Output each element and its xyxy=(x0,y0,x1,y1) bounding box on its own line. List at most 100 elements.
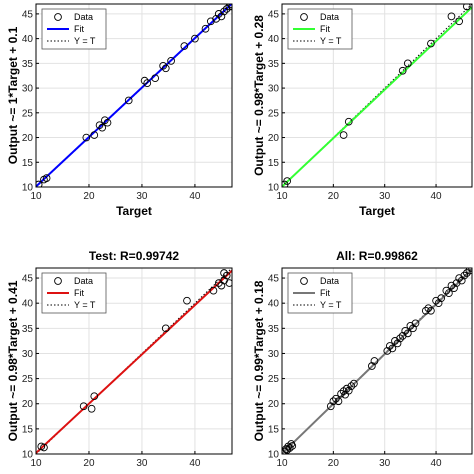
y-tick-label: 35 xyxy=(22,324,34,335)
data-point xyxy=(370,357,379,365)
data-point xyxy=(409,324,417,333)
data-point xyxy=(95,121,104,130)
data-point xyxy=(398,332,407,340)
data-point xyxy=(90,131,99,139)
y-tick-label: 45 xyxy=(22,274,34,285)
y-tick-label: 30 xyxy=(268,84,280,95)
y-tick-label: 45 xyxy=(22,9,34,20)
data-point xyxy=(201,24,210,33)
y-tick-label: 30 xyxy=(22,84,34,95)
x-tick-label: 10 xyxy=(30,191,42,202)
y-tick-label: 40 xyxy=(268,34,280,45)
data-point xyxy=(406,321,415,330)
y-axis-label: Output ~= 0.98*Target + 0.28 xyxy=(252,15,266,176)
data-point xyxy=(227,4,232,8)
data-point xyxy=(460,271,469,280)
y-tick-label: 20 xyxy=(268,399,280,410)
legend-data-marker xyxy=(300,13,308,21)
data-point xyxy=(220,269,228,277)
data-point xyxy=(180,42,189,50)
plot-content xyxy=(36,4,232,187)
legend-identity-label: Y = T xyxy=(320,300,342,310)
data-point xyxy=(220,7,228,16)
data-point xyxy=(101,116,109,125)
legend-data-marker xyxy=(54,13,62,21)
data-point xyxy=(225,4,232,11)
plot-content xyxy=(282,4,472,187)
data-point xyxy=(151,74,160,83)
y-axis-label: Output ~= 0.99*Target + 0.18 xyxy=(252,280,266,441)
legend-fit-label: Fit xyxy=(320,288,330,298)
legend-identity-label: Y = T xyxy=(74,36,96,46)
fit-line xyxy=(36,4,232,187)
data-point xyxy=(42,174,51,182)
data-point xyxy=(421,306,430,315)
x-axis-label: Target xyxy=(359,204,395,218)
data-point xyxy=(40,443,48,452)
y-axis-label: Output ~= 1*Target + 0.1 xyxy=(6,26,20,164)
data-point xyxy=(98,123,107,132)
legend: Data Fit Y = T xyxy=(41,272,107,314)
data-point xyxy=(383,347,392,355)
y-tick-label: 20 xyxy=(22,399,34,410)
x-tick-label: 10 xyxy=(30,458,42,469)
data-point xyxy=(450,284,458,292)
data-point xyxy=(442,286,451,295)
chart-title: Test: R=0.99742 xyxy=(89,249,179,263)
x-tick-label: 30 xyxy=(379,191,391,202)
axes-frame xyxy=(35,3,233,188)
x-tick-label: 40 xyxy=(189,458,201,469)
data-point xyxy=(191,34,199,43)
data-point xyxy=(388,344,397,353)
data-point xyxy=(463,269,471,277)
x-tick-label: 10 xyxy=(276,191,288,202)
data-point xyxy=(90,392,99,401)
x-tick-label: 40 xyxy=(430,458,442,469)
axes-frame xyxy=(35,267,233,455)
data-point xyxy=(401,326,410,335)
y-tick-label: 40 xyxy=(22,34,34,45)
x-tick-label: 40 xyxy=(189,191,201,202)
data-point xyxy=(411,319,420,328)
fit-line xyxy=(282,6,472,187)
data-point xyxy=(36,180,43,187)
data-point xyxy=(209,286,218,295)
legend: Data Fit Y = T xyxy=(287,272,353,314)
data-point xyxy=(455,17,464,26)
x-tick-label: 40 xyxy=(430,191,442,202)
data-point xyxy=(332,394,340,403)
data-point xyxy=(143,79,152,87)
data-point xyxy=(455,274,464,282)
data-point xyxy=(403,329,412,338)
data-point xyxy=(424,304,433,313)
data-point xyxy=(344,386,353,395)
data-point xyxy=(427,306,435,315)
data-point xyxy=(329,397,338,406)
legend: Data Fit Y = T xyxy=(287,8,353,50)
y-tick-label: 25 xyxy=(22,374,34,385)
data-point xyxy=(337,389,345,398)
y-tick-label: 15 xyxy=(22,158,34,169)
data-point xyxy=(285,444,294,452)
chart-title: All: R=0.99862 xyxy=(336,249,418,263)
data-point xyxy=(183,296,191,305)
data-point xyxy=(161,64,170,73)
legend-data-label: Data xyxy=(320,276,339,286)
data-point xyxy=(385,342,394,350)
data-point xyxy=(457,276,466,285)
legend-data-label: Data xyxy=(74,276,93,286)
data-point xyxy=(288,442,297,450)
x-tick-label: 20 xyxy=(83,191,95,202)
data-point xyxy=(222,271,231,280)
axes-frame xyxy=(281,267,473,455)
data-point xyxy=(342,384,351,393)
legend-data-label: Data xyxy=(74,12,93,22)
data-point xyxy=(140,76,149,85)
x-tick-label: 30 xyxy=(379,458,391,469)
x-tick-label: 30 xyxy=(136,458,148,469)
y-tick-label: 40 xyxy=(268,299,280,310)
data-point xyxy=(225,279,232,287)
y-tick-label: 15 xyxy=(22,424,34,435)
y-axis-label: Output ~= 0.98*Target + 0.41 xyxy=(6,280,20,441)
